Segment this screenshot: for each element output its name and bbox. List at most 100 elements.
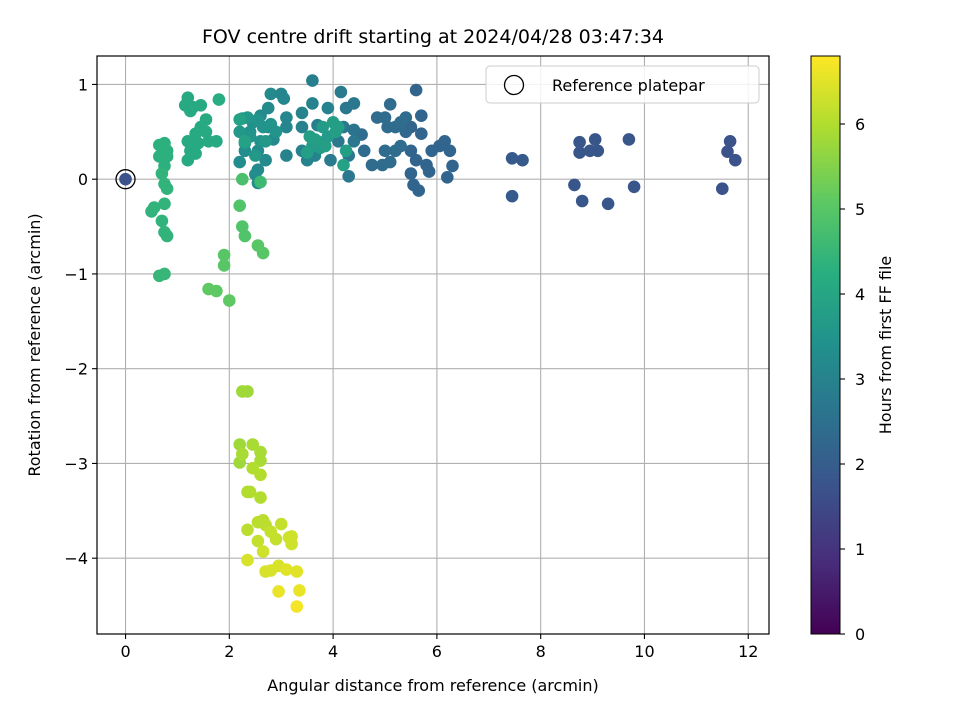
data-point (293, 584, 306, 597)
y-tick-label: −2 (64, 360, 88, 379)
data-point (290, 565, 304, 578)
data-point (446, 159, 459, 173)
data-point (251, 534, 265, 548)
y-tick-label: 1 (78, 75, 88, 94)
chart-title: FOV centre drift starting at 2024/04/28 … (202, 26, 664, 48)
data-point (588, 133, 602, 146)
legend: Reference platepar (485, 65, 760, 104)
data-point (591, 144, 605, 158)
data-point (277, 92, 291, 105)
x-axis-label: Angular distance from reference (arcmin) (267, 676, 598, 695)
data-point (243, 485, 257, 499)
data-point (256, 545, 270, 558)
data-point (716, 182, 729, 195)
data-point (241, 385, 254, 398)
data-point (394, 139, 407, 153)
data-point (259, 135, 272, 148)
data-point (119, 172, 132, 186)
data-point (217, 259, 231, 272)
y-tick-label: 0 (78, 170, 88, 189)
data-point (383, 155, 397, 169)
colorbar (810, 55, 841, 635)
data-point (601, 197, 615, 211)
data-point (399, 111, 413, 124)
data-point (568, 178, 581, 192)
grid (97, 56, 769, 634)
data-point (332, 135, 345, 148)
data-point (404, 144, 418, 158)
data-point (155, 167, 169, 180)
x-tick-label: 12 (738, 642, 758, 661)
data-point (233, 125, 246, 139)
data-point (210, 135, 223, 148)
data-point (274, 517, 288, 531)
data-point (158, 197, 171, 211)
data-point (316, 120, 330, 134)
data-point (189, 127, 202, 140)
data-point (153, 150, 166, 163)
reference-platepar-marker (115, 169, 136, 190)
legend-reference-marker (503, 74, 525, 96)
data-point (412, 184, 426, 197)
data-point (186, 100, 200, 114)
data-point (269, 125, 283, 139)
data-point (199, 125, 213, 139)
data-point (622, 133, 636, 146)
data-point (332, 120, 345, 134)
data-point (264, 87, 278, 101)
data-point (264, 564, 278, 577)
y-tick-label: −1 (64, 265, 88, 284)
data-point (233, 199, 246, 212)
data-point (246, 438, 259, 451)
data-point (280, 563, 293, 576)
data-point (339, 144, 353, 158)
data-point (254, 468, 267, 482)
data-point (357, 144, 371, 158)
data-points (115, 74, 742, 613)
x-tick-label: 0 (120, 642, 130, 661)
data-point (347, 97, 361, 110)
data-point (272, 585, 285, 598)
data-point (145, 205, 158, 218)
data-point (238, 229, 252, 243)
colorbar-tick-label: 4 (855, 285, 865, 304)
data-point (300, 146, 314, 159)
x-tick-label: 2 (224, 642, 234, 661)
data-point (233, 438, 246, 451)
data-point (269, 532, 283, 546)
data-point (160, 229, 174, 243)
data-point (415, 127, 428, 140)
colorbar-tick-label: 5 (855, 200, 865, 219)
data-point (295, 120, 309, 134)
data-point (254, 175, 267, 189)
data-point (290, 600, 304, 613)
data-point (191, 136, 205, 150)
data-point (256, 246, 270, 260)
x-tick-label: 10 (634, 642, 654, 661)
data-point (422, 165, 436, 178)
data-point (441, 171, 454, 184)
colorbar-tick-label: 1 (855, 540, 865, 559)
data-point (505, 189, 519, 203)
y-axis-ticks: −4 −3 −2 −1 0 1 (64, 75, 97, 568)
data-point (295, 106, 309, 120)
colorbar-ticks: 0 1 2 3 4 5 6 (840, 115, 865, 644)
data-point (505, 152, 519, 165)
y-axis-label: Rotation from reference (arcmin) (25, 213, 44, 476)
data-point (155, 214, 169, 228)
data-point (233, 113, 246, 126)
data-point (443, 144, 457, 158)
plot-frame (96, 55, 770, 635)
data-point (306, 97, 319, 110)
colorbar-label: Hours from first FF file (876, 256, 895, 435)
colorbar-tick-label: 0 (855, 625, 865, 644)
data-point (337, 158, 350, 172)
data-point (627, 180, 641, 194)
data-point (241, 523, 254, 537)
x-tick-label: 6 (432, 642, 442, 661)
data-point (378, 144, 392, 158)
data-point (723, 135, 737, 148)
data-point (729, 153, 742, 167)
